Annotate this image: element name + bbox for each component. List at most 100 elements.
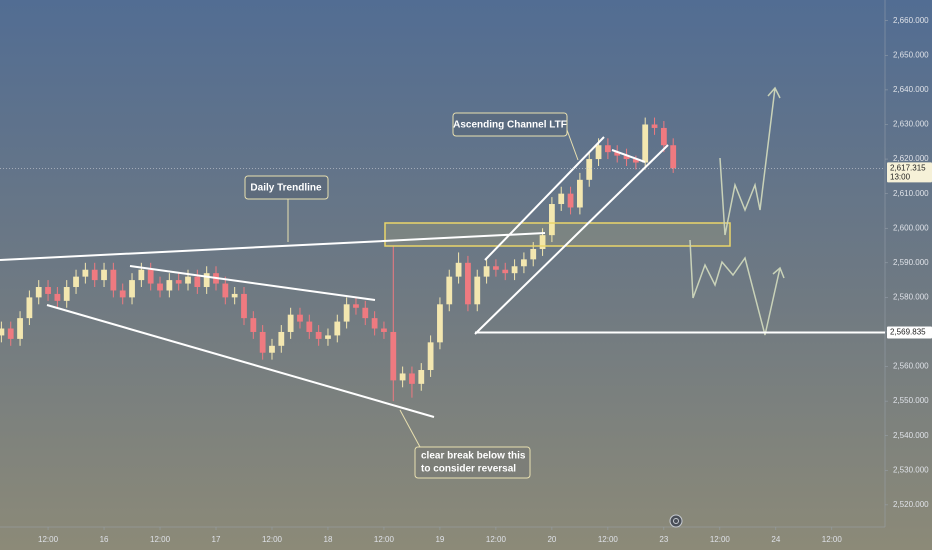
x-tick-label: 18 <box>324 535 333 544</box>
y-tick-label: 2,600.000 <box>893 223 929 232</box>
candle-body <box>586 159 593 180</box>
logo-icon[interactable] <box>669 514 683 528</box>
candle-body <box>119 290 126 298</box>
x-tick-label: 12:00 <box>374 535 395 544</box>
candle-body <box>101 269 107 281</box>
candle-body <box>334 321 341 336</box>
y-tick-label: 2,550.000 <box>893 396 929 405</box>
candle-body <box>129 280 135 298</box>
candle-body <box>231 293 238 298</box>
y-tick-label: 2,530.000 <box>893 465 929 474</box>
channel-top-line <box>611 149 646 163</box>
annotation-pointer <box>566 129 579 161</box>
candle-body <box>63 287 70 301</box>
annotation-text: Ascending Channel LTF <box>453 120 567 131</box>
candle-body <box>110 269 117 291</box>
candle-body <box>203 273 210 288</box>
annotation-text: clear break below this <box>421 451 526 462</box>
candle-body <box>427 342 434 371</box>
annotation-box <box>414 446 531 479</box>
candle-body <box>278 331 285 346</box>
candle-body <box>660 127 667 146</box>
candle-body <box>549 204 555 236</box>
annotation-box <box>244 175 329 200</box>
x-tick-label: 17 <box>212 535 221 544</box>
x-tick-label: 12:00 <box>38 535 59 544</box>
zone-box <box>384 222 731 247</box>
x-tick-label: 16 <box>100 535 109 544</box>
candle-body <box>623 155 630 160</box>
current-price-label: 2,617.315 <box>890 163 926 172</box>
y-tick-label: 2,660.000 <box>893 16 929 25</box>
x-tick-label: 23 <box>659 535 668 544</box>
candle-body <box>26 297 33 319</box>
candle-body <box>259 331 266 353</box>
candle-body <box>250 318 257 332</box>
candle-body <box>222 283 229 298</box>
candle-body <box>371 318 378 329</box>
y-tick-label: 2,520.000 <box>893 500 929 509</box>
y-tick-label: 2,540.000 <box>893 431 929 440</box>
annotation-box <box>452 112 568 137</box>
candle-body <box>17 318 23 339</box>
channel-lower <box>474 144 669 335</box>
candle-body <box>493 266 499 270</box>
current-price-box <box>887 162 932 183</box>
candle-body <box>166 280 173 291</box>
candle-body <box>315 331 322 339</box>
candle-body <box>595 145 602 160</box>
candle-body <box>521 259 527 267</box>
y-tick-label: 2,560.000 <box>893 362 929 371</box>
candles <box>0 117 677 402</box>
candle-body <box>91 269 98 281</box>
candle-body <box>7 328 14 339</box>
annotation-text: to consider reversal <box>421 464 516 475</box>
candle-body <box>465 262 471 305</box>
candle-body <box>418 370 425 384</box>
candle-body <box>82 269 89 277</box>
y-tick-label: 2,640.000 <box>893 85 929 94</box>
candle-body <box>455 262 462 277</box>
candle-body <box>530 248 537 260</box>
x-tick-label: 19 <box>435 535 444 544</box>
candle-body <box>576 179 583 208</box>
candle-body <box>390 331 397 381</box>
wedge-lower <box>46 304 435 418</box>
y-tick-label: 2,620.000 <box>893 154 929 163</box>
candle-body <box>614 152 621 156</box>
projection-down <box>689 239 785 336</box>
x-tick-label: 12:00 <box>598 535 619 544</box>
candle-body <box>306 321 313 332</box>
candle-body <box>269 345 275 353</box>
candle-body <box>399 373 406 381</box>
price-line-label: 2,569.835 <box>890 328 926 337</box>
drawings: Daily Trendline Ascending Channel LTF cl… <box>0 86 785 528</box>
candle-body <box>241 293 247 319</box>
y-tick-label: 2,610.000 <box>893 189 929 198</box>
candle-body <box>604 145 611 153</box>
candle-body <box>502 269 509 274</box>
candle-body <box>287 314 294 332</box>
candle-body <box>642 124 649 163</box>
y-tick-label: 2,630.000 <box>893 120 929 129</box>
x-tick-label: 12:00 <box>486 535 507 544</box>
candle-body <box>483 266 490 277</box>
x-tick-label: 12:00 <box>822 535 843 544</box>
candle-body <box>353 304 359 308</box>
candle-body <box>35 287 42 298</box>
candle-body <box>567 193 574 208</box>
candle-body <box>147 269 154 284</box>
candle-body <box>437 304 443 343</box>
candle-body <box>381 328 387 332</box>
x-tick-label: 12:00 <box>710 535 731 544</box>
candle-body <box>446 276 453 305</box>
candle-body <box>73 276 79 288</box>
candle-body <box>409 373 415 384</box>
candle-body <box>175 280 182 284</box>
candle-body <box>632 159 639 163</box>
candle-body <box>0 328 5 336</box>
y-tick-label: 2,580.000 <box>893 292 929 301</box>
x-tick-label: 12:00 <box>262 535 283 544</box>
candle-body <box>511 266 518 274</box>
